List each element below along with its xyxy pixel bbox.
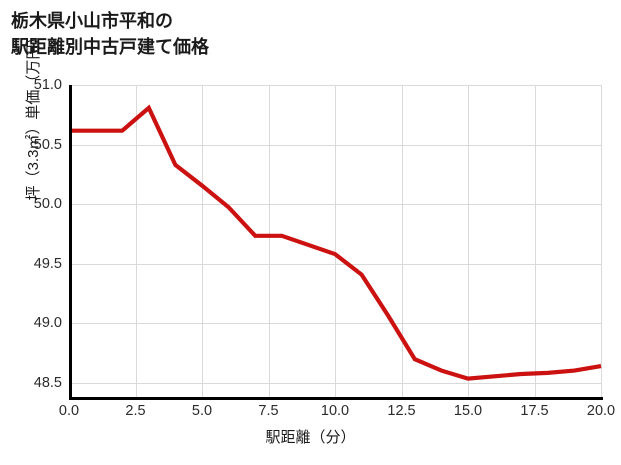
y-axis-label: 坪（3.3㎡）単価（万円）: [24, 29, 42, 201]
y-axis-line: [69, 85, 72, 400]
gridline-x-5-0: [202, 85, 204, 398]
x-tick-label-17-5: 17.5: [520, 403, 549, 419]
series-line-tsubo-tanka: [69, 104, 602, 381]
gridline-x-20-0: [601, 85, 603, 398]
gridline-x-10-0: [335, 85, 337, 398]
x-tick-label-5-0: 5.0: [191, 403, 213, 419]
y-axis-label-holder: 坪（3.3㎡）単価（万円）: [20, 0, 44, 260]
x-axis-line: [69, 397, 603, 400]
gridline-x-7-5: [268, 85, 270, 398]
y-tick-label-51-0: 51.0: [33, 77, 62, 93]
gridline-x-17-5: [534, 85, 536, 398]
x-tick-label-7-5: 7.5: [258, 403, 279, 419]
plot-area: [69, 85, 603, 398]
page-title: 栃木県小山市平和の 駅距離別中古戸建て価格: [11, 11, 209, 58]
x-tick-label-20-0: 20.0: [586, 403, 616, 419]
y-tick-label-50-0: 50.0: [33, 196, 62, 212]
x-tick-label-2-5: 2.5: [125, 403, 146, 419]
x-axis-label: 駅距離（分）: [265, 429, 356, 446]
gridline-x-15-0: [468, 85, 470, 398]
x-tick-label-15-0: 15.0: [453, 403, 483, 419]
data-line-chart: [69, 104, 602, 381]
x-tick-label-0-0: 0.0: [58, 403, 80, 419]
x-tick-label-12-5: 12.5: [387, 403, 416, 419]
gridline-x-12-5: [401, 85, 403, 398]
y-tick-label-50-5: 50.5: [33, 136, 62, 153]
y-tick-label-49-0: 49.0: [33, 315, 62, 331]
y-tick-label-48-5: 48.5: [33, 374, 62, 391]
x-tick-label-10-0: 10.0: [320, 403, 350, 419]
y-tick-label-49-5: 49.5: [33, 255, 62, 272]
gridline-x-2-5: [135, 85, 137, 398]
